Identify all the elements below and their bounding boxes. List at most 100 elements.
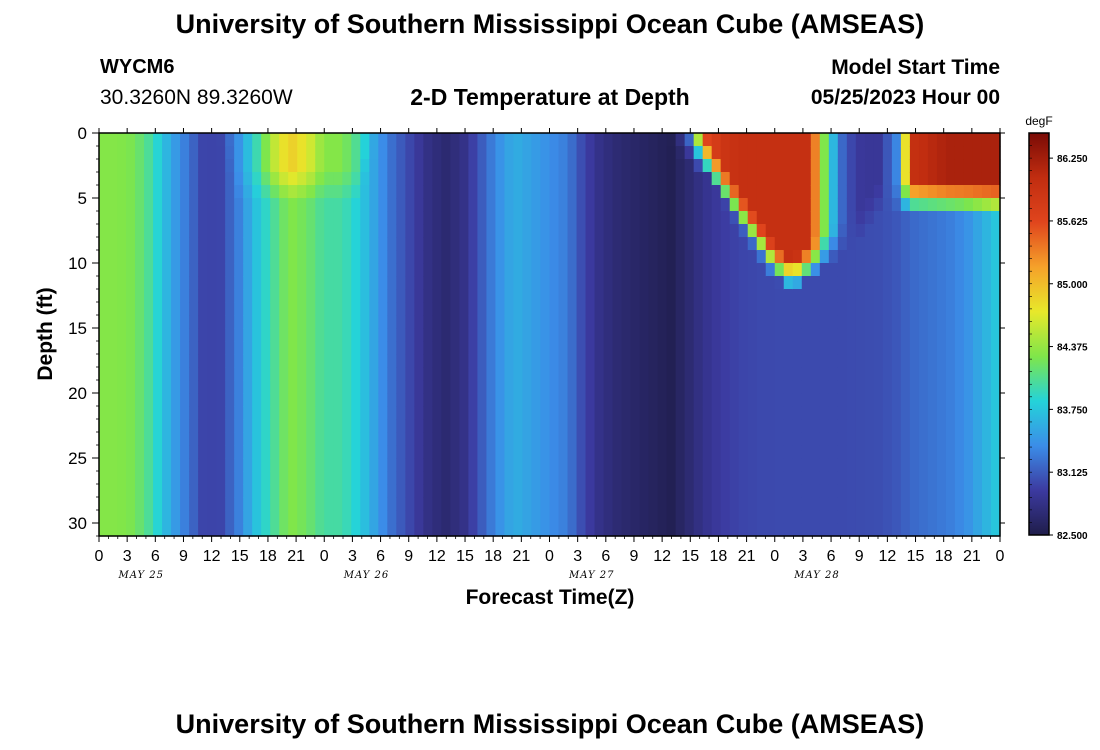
heatmap-cell (621, 419, 632, 433)
heatmap-cell (360, 302, 370, 316)
heatmap-cell (918, 198, 929, 212)
heatmap-cell (828, 510, 839, 524)
heatmap-cell (846, 510, 857, 524)
heatmap-cell (432, 133, 442, 147)
heatmap-cell (576, 393, 587, 407)
heatmap-cell (369, 302, 379, 316)
heatmap-cell (666, 406, 677, 420)
heatmap-cell (846, 289, 857, 303)
heatmap-cell (351, 484, 361, 498)
heatmap-cell (801, 263, 812, 277)
heatmap-cell (648, 211, 659, 225)
heatmap-cell (585, 432, 596, 446)
heatmap-cell (513, 484, 524, 498)
heatmap-cell (774, 445, 785, 459)
heatmap-cell (900, 328, 911, 342)
heatmap-cell (432, 406, 442, 420)
heatmap-cell (945, 237, 956, 251)
heatmap-cell (657, 172, 668, 186)
heatmap-cell (720, 341, 731, 355)
heatmap-cell (171, 211, 181, 225)
heatmap-cell (963, 198, 974, 212)
heatmap-cell (621, 146, 632, 160)
heatmap-cell (180, 224, 190, 238)
heatmap-cell (450, 419, 460, 433)
heatmap-cell (522, 523, 533, 537)
heatmap-cell (801, 159, 812, 173)
heatmap-cell (576, 458, 587, 472)
heatmap-cell (657, 315, 668, 329)
heatmap-cell (549, 471, 560, 485)
heatmap-cell (504, 263, 515, 277)
heatmap-cell (792, 185, 803, 199)
heatmap-cell (936, 458, 947, 472)
heatmap-cell (441, 185, 451, 199)
heatmap-cell (549, 341, 560, 355)
heatmap-cell (423, 471, 433, 485)
heatmap-cell (603, 458, 614, 472)
heatmap-cell (945, 367, 956, 381)
heatmap-cell (252, 159, 262, 173)
heatmap-cell (819, 198, 830, 212)
heatmap-cell (243, 146, 253, 160)
heatmap-cell (918, 419, 929, 433)
heatmap-cell (414, 328, 424, 342)
heatmap-cell (378, 250, 388, 264)
heatmap-cell (189, 497, 199, 511)
heatmap-cell (819, 276, 830, 290)
x-tick-label: 15 (681, 548, 699, 565)
x-tick-label: 9 (404, 548, 413, 565)
heatmap-cell (261, 159, 271, 173)
heatmap-cell (342, 341, 352, 355)
x-tick-label: 12 (203, 548, 221, 565)
heatmap-cell (738, 458, 749, 472)
heatmap-cell (468, 471, 479, 485)
heatmap-cell (549, 198, 560, 212)
heatmap-cell (252, 315, 262, 329)
heatmap-cell (171, 406, 181, 420)
heatmap-cell (729, 367, 740, 381)
heatmap-cell (990, 380, 1001, 394)
heatmap-cell (801, 393, 812, 407)
heatmap-cell (261, 302, 271, 316)
heatmap-cell (936, 159, 947, 173)
heatmap-cell (333, 419, 343, 433)
heatmap-cell (369, 315, 379, 329)
heatmap-cell (468, 393, 479, 407)
heatmap-cell (648, 445, 659, 459)
heatmap-cell (243, 393, 253, 407)
heatmap-cell (198, 250, 208, 264)
heatmap-cell (567, 471, 578, 485)
heatmap-cell (135, 133, 145, 147)
heatmap-cell (324, 354, 334, 368)
heatmap-cell (513, 328, 524, 342)
heatmap-cell (936, 328, 947, 342)
heatmap-cell (153, 302, 163, 316)
heatmap-cell (126, 471, 136, 485)
heatmap-cell (252, 380, 262, 394)
heatmap-cell (522, 224, 533, 238)
heatmap-cell (216, 458, 226, 472)
heatmap-cell (936, 224, 947, 238)
heatmap-cell (693, 354, 704, 368)
heatmap-cell (612, 484, 623, 498)
heatmap-cell (477, 289, 488, 303)
heatmap-cell (423, 315, 433, 329)
heatmap-cell (216, 302, 226, 316)
heatmap-cell (882, 172, 893, 186)
heatmap-cell (297, 211, 307, 225)
heatmap-cell (108, 263, 118, 277)
heatmap-cell (648, 289, 659, 303)
heatmap-cell (684, 341, 695, 355)
heatmap-cell (774, 133, 785, 147)
heatmap-cell (180, 510, 190, 524)
heatmap-cell (810, 419, 821, 433)
heatmap-cell (378, 276, 388, 290)
heatmap-cell (252, 419, 262, 433)
heatmap-cell (423, 146, 433, 160)
heatmap-cell (504, 497, 515, 511)
heatmap-cell (567, 432, 578, 446)
heatmap-cell (936, 276, 947, 290)
heatmap-cell (198, 159, 208, 173)
heatmap-cell (315, 198, 325, 212)
